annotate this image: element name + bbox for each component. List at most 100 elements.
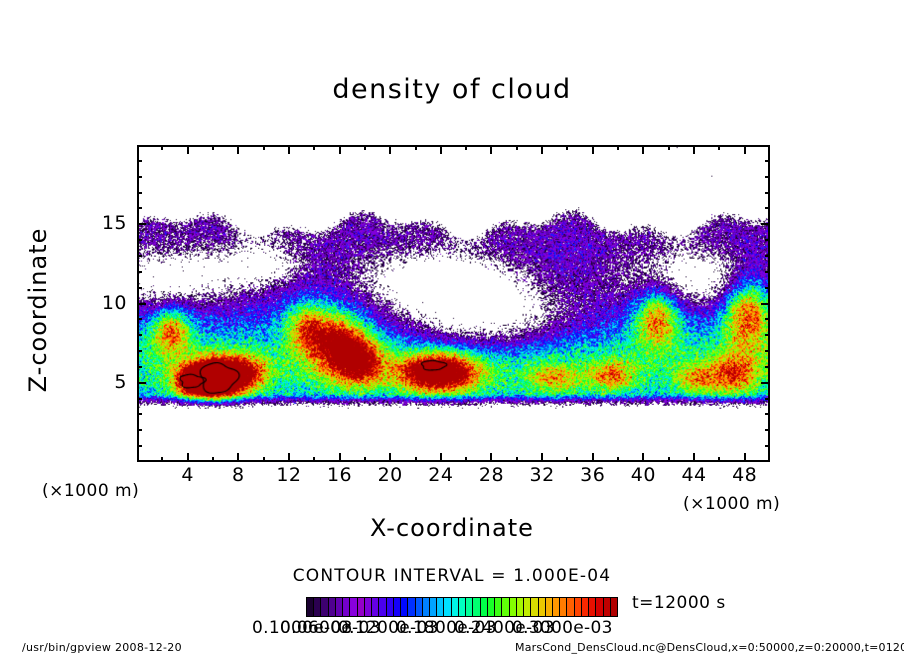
colorbar-swatch	[364, 598, 373, 616]
y-axis-tick	[765, 429, 770, 432]
y-axis-tick	[137, 381, 146, 384]
y-axis-tick	[137, 254, 142, 257]
x-axis-tick	[287, 453, 290, 462]
x-axis-tick	[490, 145, 493, 154]
colorbar-swatch	[524, 598, 532, 616]
x-axis-tick	[439, 145, 442, 154]
x-tick-label: 32	[529, 464, 555, 486]
x-tick-label: 16	[326, 464, 353, 486]
colorbar-swatch	[437, 598, 445, 616]
x-axis-tick	[186, 145, 189, 154]
y-axis-tick	[765, 334, 770, 337]
y-axis-tick	[765, 270, 770, 273]
y-axis-tick	[761, 223, 770, 226]
x-axis-tick	[693, 453, 696, 462]
colorbar-swatch	[574, 598, 582, 616]
x-tick-label: 12	[276, 464, 302, 486]
y-axis-tick	[765, 397, 770, 400]
y-axis-tick	[137, 239, 142, 242]
colorbar-tick-label: 0.1800e-03	[396, 618, 497, 638]
y-axis-tick	[765, 350, 770, 353]
x-axis-tick	[566, 457, 569, 462]
x-axis-tick	[313, 145, 316, 150]
colorbar-swatch	[328, 598, 336, 616]
colorbar-swatch	[386, 598, 394, 616]
colorbar-swatch	[610, 598, 618, 616]
colorbar-swatch	[552, 598, 561, 616]
colorbar-swatch	[458, 598, 467, 616]
y-axis-tick	[137, 397, 142, 400]
colorbar-swatch	[581, 598, 590, 616]
x-axis-tick	[287, 145, 290, 154]
y-axis-tick	[137, 318, 142, 321]
x-axis-tick	[186, 453, 189, 462]
y-axis-tick	[765, 286, 770, 289]
y-axis-tick	[765, 191, 770, 194]
y-tick-label: 5	[114, 370, 127, 393]
x-axis-unit-right: (×1000 m)	[683, 494, 781, 514]
y-axis-tick	[765, 413, 770, 416]
x-axis-tick	[414, 145, 417, 150]
colorbar-swatch	[567, 598, 575, 616]
x-axis-tick	[338, 145, 341, 154]
x-tick-label: 28	[478, 464, 505, 486]
colorbar-swatch	[466, 598, 474, 616]
x-axis-tick	[541, 453, 544, 462]
y-axis-tick	[137, 223, 146, 226]
x-axis-tick	[363, 145, 366, 150]
y-axis-tick	[137, 159, 142, 162]
y-axis-tick	[137, 286, 142, 289]
colorbar-swatch	[408, 598, 416, 616]
y-axis-tick	[765, 365, 770, 368]
colorbar-swatch	[422, 598, 430, 616]
x-tick-label: 24	[428, 464, 454, 486]
x-axis-tick	[743, 145, 746, 154]
x-axis-tick	[313, 457, 316, 462]
page-title: density of cloud	[332, 74, 572, 105]
y-axis-tick	[765, 318, 770, 321]
colorbar-swatch	[357, 598, 365, 616]
x-axis-tick	[743, 453, 746, 462]
y-axis-tick	[765, 207, 770, 210]
colorbar-tick-label: 0.1000e-03	[252, 618, 353, 638]
colorbar-swatch	[545, 598, 553, 616]
time-label: t=12000 s	[632, 593, 726, 613]
x-axis-tick	[338, 453, 341, 462]
colorbar-tick-label: 0.0600e-03	[280, 618, 381, 638]
x-axis-tick	[566, 145, 569, 150]
x-axis-tick	[617, 145, 620, 150]
colorbar-swatch	[379, 598, 387, 616]
colorbar-tick-labels: 0.1000e-03 0.0600e-03 0.1200e-03 0.1800e-03…	[252, 618, 672, 640]
y-axis-tick	[137, 270, 142, 273]
colorbar-swatch	[415, 598, 423, 616]
x-axis-tick	[591, 453, 594, 462]
y-axis-tick	[761, 381, 770, 384]
colorbar-swatch	[589, 598, 597, 616]
x-axis-title: X-coordinate	[370, 514, 534, 542]
x-axis-tick	[363, 457, 366, 462]
colorbar-swatch	[350, 598, 358, 616]
y-axis-tick	[137, 175, 142, 178]
x-axis-tick	[617, 457, 620, 462]
x-axis-tick	[515, 145, 518, 150]
x-axis-tick	[591, 145, 594, 154]
colorbar-swatch	[560, 598, 568, 616]
colorbar-swatch	[487, 598, 496, 616]
x-tick-label: 4	[181, 464, 194, 486]
y-axis-tick	[137, 302, 146, 305]
y-axis-tick	[765, 445, 770, 448]
x-axis-tick	[389, 145, 392, 154]
y-axis-tick	[137, 334, 142, 337]
y-axis-tick	[137, 365, 142, 368]
y-axis-tick	[765, 175, 770, 178]
y-axis-tick	[137, 350, 142, 353]
x-axis-tick	[262, 457, 265, 462]
x-axis-tick	[262, 145, 265, 150]
x-tick-label: 8	[231, 464, 245, 486]
colorbar-swatch	[372, 598, 380, 616]
colorbar	[306, 597, 618, 617]
colorbar-swatch	[531, 598, 539, 616]
x-axis-unit-left: (×1000 m)	[42, 481, 140, 501]
colorbar-swatch	[509, 598, 517, 616]
y-axis-tick	[761, 302, 770, 305]
